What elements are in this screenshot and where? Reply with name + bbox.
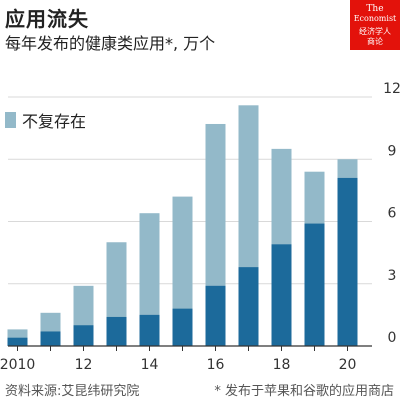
chart-title: 应用流失 (5, 7, 89, 31)
x-tick-label: 20 (339, 357, 357, 373)
bar-defunct (40, 331, 61, 346)
x-tick-label: 12 (75, 357, 93, 373)
bar-defunct (106, 316, 127, 346)
y-tick-label: 0 (388, 330, 397, 346)
legend-label: 不复存在 (22, 112, 87, 131)
y-tick-label: 6 (388, 206, 397, 222)
bar-defunct (139, 314, 160, 346)
x-tick-label: 14 (141, 357, 159, 373)
legend-swatch (5, 112, 16, 128)
logo-line-2: Economist (353, 14, 397, 23)
y-tick-label: 9 (388, 143, 397, 159)
bar-defunct (205, 285, 226, 346)
y-tick-label: 3 (388, 268, 397, 284)
source-note: 资料来源:艾昆纬研究院 (5, 384, 140, 399)
bar-defunct (271, 244, 292, 346)
x-tick-label: 16 (207, 357, 225, 373)
y-tick-label: 12 (383, 81, 400, 97)
logo-line-3: 经济学人 (359, 27, 391, 36)
bar-total (139, 213, 160, 346)
logo-line-4: 商论 (367, 37, 383, 46)
bar-defunct (337, 177, 358, 346)
legend: 不复存在 (5, 108, 86, 132)
bar-defunct (304, 223, 325, 346)
bar-defunct (73, 325, 94, 346)
chart-subtitle: 每年发布的健康类应用*, 万个 (5, 34, 216, 53)
bar-defunct (172, 308, 193, 346)
footnote: * 发布于苹果和谷歌的应用商店 (214, 384, 394, 399)
economist-logo: The Economist 经济学人 商论 (350, 0, 400, 50)
logo-line-1: The (366, 4, 384, 14)
x-tick-label: 18 (273, 357, 291, 373)
bar-defunct (7, 337, 28, 346)
bar-defunct (238, 267, 259, 346)
x-tick-label: 2010 (0, 357, 35, 373)
